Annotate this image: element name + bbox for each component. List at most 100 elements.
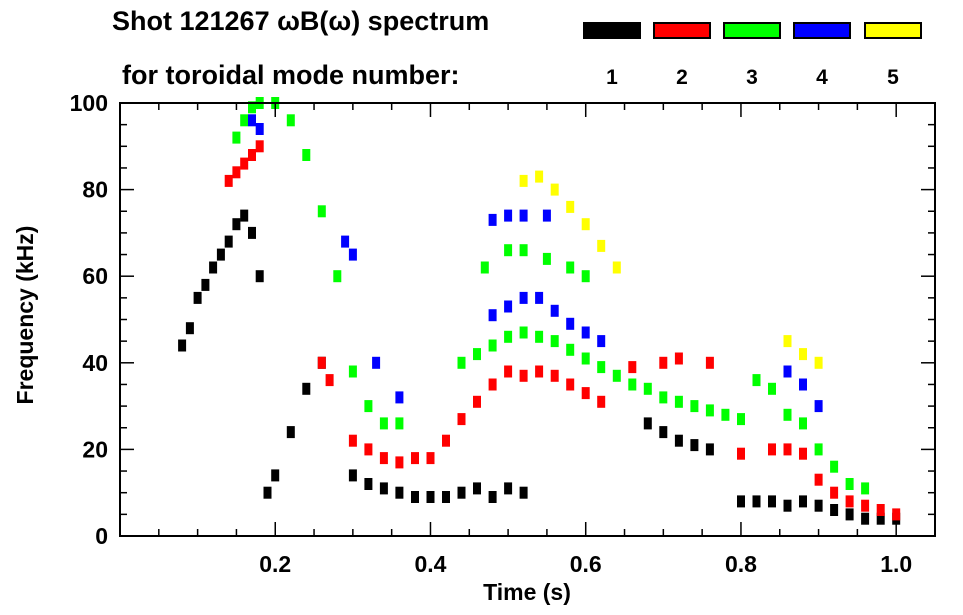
y-tick-label: 60 bbox=[82, 263, 108, 289]
data-point-n2 bbox=[535, 365, 544, 378]
data-point-n3 bbox=[457, 356, 466, 369]
data-point-n2 bbox=[737, 447, 745, 460]
data-point-n3 bbox=[845, 478, 854, 490]
legend-swatch-4 bbox=[793, 22, 851, 39]
data-point-n1 bbox=[643, 417, 652, 430]
data-point-n1 bbox=[799, 495, 807, 508]
data-point-n3 bbox=[480, 261, 489, 274]
data-point-n4 bbox=[783, 365, 792, 378]
data-point-n1 bbox=[271, 469, 280, 482]
data-point-n3 bbox=[830, 460, 839, 473]
data-point-n2 bbox=[659, 356, 668, 369]
data-point-n1 bbox=[737, 495, 745, 508]
series-n5 bbox=[519, 170, 823, 369]
data-point-n3 bbox=[473, 348, 481, 361]
data-point-n2 bbox=[519, 369, 528, 382]
data-point-n2 bbox=[379, 452, 388, 465]
data-point-n3 bbox=[535, 330, 544, 343]
data-point-n3 bbox=[597, 361, 606, 374]
data-point-n3 bbox=[566, 261, 575, 274]
data-point-n1 bbox=[240, 209, 249, 222]
legend-label-3: 3 bbox=[746, 66, 758, 89]
data-point-n4 bbox=[488, 309, 497, 322]
data-point-n2 bbox=[442, 434, 450, 447]
data-point-n3 bbox=[519, 244, 528, 257]
data-point-n3 bbox=[768, 382, 776, 395]
data-point-n1 bbox=[193, 291, 202, 304]
data-point-n3 bbox=[581, 352, 590, 365]
data-point-n3 bbox=[643, 382, 652, 395]
data-point-n3 bbox=[379, 417, 388, 430]
data-point-n1 bbox=[348, 469, 357, 482]
data-point-n2 bbox=[232, 166, 241, 179]
data-point-n2 bbox=[488, 378, 497, 391]
data-point-n2 bbox=[364, 443, 373, 456]
data-point-n1 bbox=[232, 218, 241, 231]
data-point-n5 bbox=[814, 356, 823, 369]
data-point-n3 bbox=[799, 417, 807, 430]
y-tick-label: 80 bbox=[82, 177, 108, 203]
data-point-n3 bbox=[333, 270, 342, 283]
series-n4 bbox=[248, 114, 823, 413]
data-point-n1 bbox=[224, 235, 233, 248]
chart-subtitle: for toroidal mode number: bbox=[122, 60, 460, 90]
data-point-n4 bbox=[519, 291, 528, 304]
x-tick-label: 0.4 bbox=[414, 551, 446, 577]
data-point-n2 bbox=[876, 504, 885, 516]
data-point-n3 bbox=[550, 335, 559, 348]
data-point-n2 bbox=[426, 452, 435, 465]
data-point-n3 bbox=[240, 114, 249, 127]
data-point-n1 bbox=[395, 486, 404, 499]
data-point-n1 bbox=[457, 486, 466, 499]
data-point-n5 bbox=[783, 335, 792, 348]
data-point-n1 bbox=[216, 248, 225, 261]
data-point-n1 bbox=[488, 491, 497, 503]
data-point-n2 bbox=[799, 447, 807, 460]
legend-swatch-5 bbox=[864, 22, 922, 39]
data-point-n2 bbox=[504, 365, 513, 378]
data-point-n1 bbox=[504, 482, 513, 495]
data-point-n4 bbox=[799, 378, 807, 391]
legend-label-5: 5 bbox=[887, 66, 899, 89]
data-point-n1 bbox=[185, 322, 194, 335]
y-tick-label: 20 bbox=[82, 436, 108, 462]
data-point-n3 bbox=[783, 408, 792, 421]
y-tick-label: 40 bbox=[82, 350, 108, 376]
x-axis-label: Time (s) bbox=[483, 579, 571, 605]
data-point-n4 bbox=[504, 209, 513, 222]
data-point-n4 bbox=[395, 391, 404, 404]
data-point-n1 bbox=[705, 443, 714, 456]
data-point-n4 bbox=[372, 356, 381, 369]
data-point-n2 bbox=[248, 149, 256, 161]
x-axis: 0.2 0.4 0.6 0.8 1.0 bbox=[158, 103, 912, 577]
data-point-n5 bbox=[581, 218, 590, 231]
data-point-n1 bbox=[178, 339, 187, 352]
plot-marks bbox=[178, 97, 901, 525]
data-point-n3 bbox=[248, 101, 256, 114]
data-point-n2 bbox=[224, 174, 233, 187]
y-axis-label: Frequency (kHz) bbox=[12, 226, 38, 405]
data-point-n3 bbox=[674, 395, 683, 408]
data-point-n1 bbox=[411, 491, 419, 503]
data-point-n4 bbox=[542, 209, 551, 222]
data-point-n4 bbox=[597, 335, 606, 348]
data-point-n3 bbox=[232, 131, 241, 144]
data-point-n3 bbox=[286, 114, 295, 127]
y-tick-label: 100 bbox=[70, 90, 108, 116]
data-point-n4 bbox=[519, 209, 528, 222]
data-point-n3 bbox=[659, 391, 668, 404]
data-point-n1 bbox=[690, 439, 699, 452]
data-point-n4 bbox=[488, 213, 497, 226]
legend-swatch-3 bbox=[723, 22, 781, 39]
data-point-n1 bbox=[248, 226, 256, 239]
data-point-n2 bbox=[457, 413, 466, 426]
data-point-n5 bbox=[799, 348, 807, 361]
data-point-n2 bbox=[783, 443, 792, 456]
data-point-n3 bbox=[705, 404, 714, 417]
data-point-n4 bbox=[248, 114, 256, 127]
data-point-n1 bbox=[783, 499, 792, 512]
x-tick-label: 1.0 bbox=[880, 551, 912, 577]
data-point-n1 bbox=[286, 426, 295, 439]
data-point-n3 bbox=[612, 369, 621, 382]
